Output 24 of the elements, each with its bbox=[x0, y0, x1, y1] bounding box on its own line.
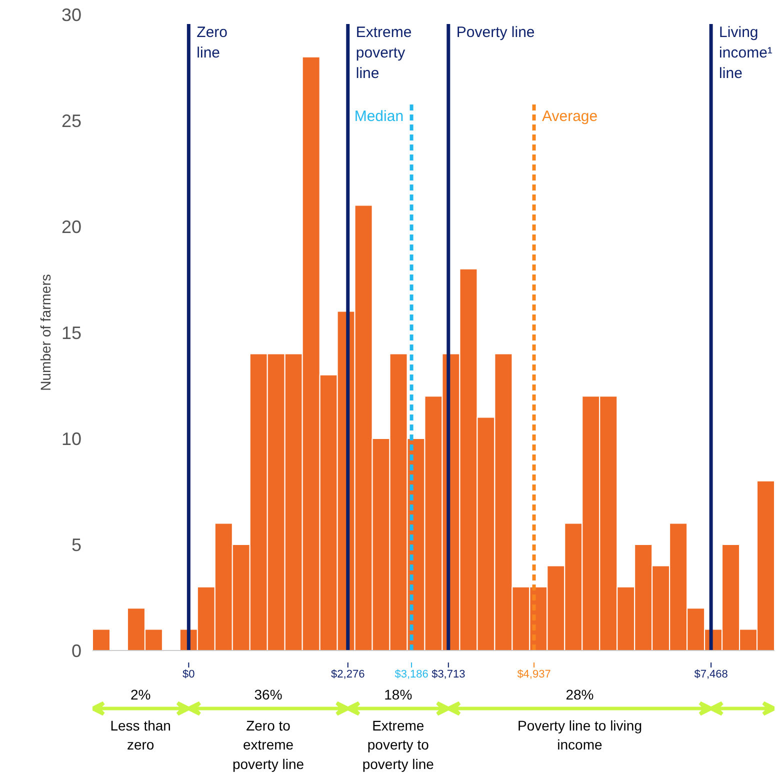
ref-line-label: Zero line bbox=[196, 24, 228, 62]
y-tick-label: 25 bbox=[61, 111, 82, 131]
x-tick-label: $4,937 bbox=[517, 668, 551, 680]
x-tick-label: $3,713 bbox=[432, 668, 466, 680]
x-tick-label: $3,186 bbox=[394, 668, 428, 680]
text: 2% Less than zero bbox=[110, 686, 171, 753]
ref-line-label: Extreme poverty line bbox=[356, 24, 412, 82]
y-tick-label: 15 bbox=[61, 323, 82, 343]
x-tick-label: $7,468 bbox=[694, 668, 728, 680]
y-tick-label: 20 bbox=[61, 217, 82, 237]
y-tick-label: 0 bbox=[71, 641, 82, 661]
text: 36% Zero to extreme poverty line bbox=[232, 686, 304, 772]
y-tick-label: 30 bbox=[61, 5, 82, 25]
y-tick-label: 10 bbox=[61, 429, 82, 449]
x-tick-label: $2,276 bbox=[331, 668, 365, 680]
ref-line-label: Living income¹ line bbox=[719, 24, 772, 82]
ref-line-label: Average bbox=[542, 108, 598, 125]
ref-line-label: Median bbox=[354, 108, 404, 125]
y-axis-title: Number of farmers bbox=[37, 274, 54, 391]
text: 18% Extreme poverty to poverty line bbox=[362, 686, 434, 772]
text: 28% Poverty line to living income bbox=[517, 686, 642, 753]
y-tick-label: 5 bbox=[71, 535, 82, 555]
ref-line-label: Poverty line bbox=[456, 24, 535, 42]
x-tick-label: $0 bbox=[182, 668, 195, 680]
